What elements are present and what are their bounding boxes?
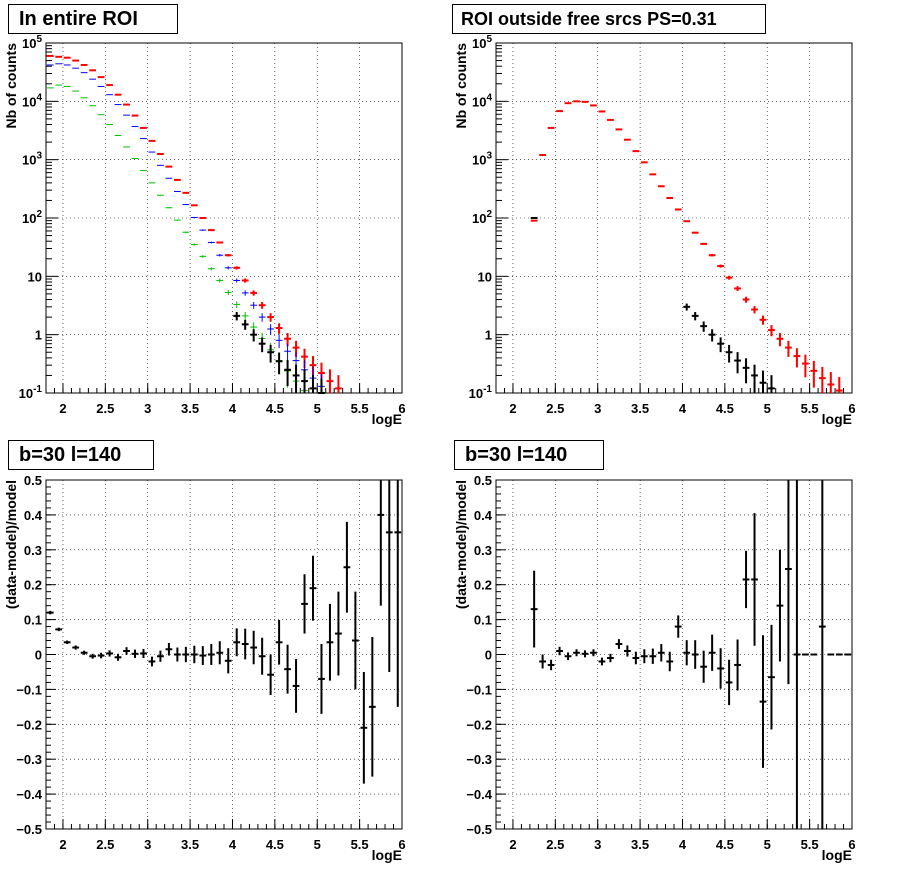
y-tick-label: 1 bbox=[485, 328, 492, 343]
y-tick-label: −0.4 bbox=[466, 787, 492, 802]
x-tick-label: 3 bbox=[144, 401, 151, 416]
chart-title-bottom-right: b=30 l=140 bbox=[454, 440, 604, 470]
x-tick-label: 3.5 bbox=[181, 401, 199, 416]
x-tick-label: 4 bbox=[229, 401, 237, 416]
y-tick-label: 0.4 bbox=[474, 508, 493, 523]
x-tick-label: 4.5 bbox=[716, 837, 734, 852]
y-axis-label: Nb of counts bbox=[453, 43, 469, 129]
x-tick-label: 5 bbox=[314, 401, 321, 416]
y-tick-label: 0.1 bbox=[474, 613, 492, 628]
x-tick-label: 4.5 bbox=[716, 401, 734, 416]
y-tick-label: 0.3 bbox=[24, 543, 42, 558]
x-tick-label: 5.5 bbox=[351, 401, 369, 416]
y-tick-label: −0.5 bbox=[16, 822, 42, 837]
x-tick-label: 2.5 bbox=[546, 401, 564, 416]
chart-title-top-right: ROI outside free srcs PS=0.31 bbox=[452, 4, 766, 34]
y-tick-label: 104 bbox=[472, 92, 492, 109]
x-axis-label: logE bbox=[822, 847, 852, 863]
y-tick-label: −0.4 bbox=[16, 787, 42, 802]
y-tick-label: 0.2 bbox=[474, 578, 492, 593]
y-tick-label: 103 bbox=[22, 151, 42, 168]
y-tick-label: −0.1 bbox=[16, 682, 42, 697]
y-tick-label: 102 bbox=[22, 209, 42, 226]
chart-title-top-left: In entire ROI bbox=[8, 4, 178, 34]
x-tick-label: 3 bbox=[144, 837, 151, 852]
y-axis-label: (data-model)/model bbox=[3, 480, 19, 609]
y-tick-label: 0.5 bbox=[474, 473, 492, 488]
y-tick-label: 0.2 bbox=[24, 578, 42, 593]
y-tick-label: 0.1 bbox=[24, 613, 42, 628]
x-tick-label: 4.5 bbox=[266, 837, 284, 852]
x-axis-label: logE bbox=[372, 411, 402, 427]
y-tick-label: 105 bbox=[22, 34, 42, 51]
x-tick-label: 6 bbox=[398, 401, 405, 416]
y-tick-label: 10 bbox=[478, 269, 492, 284]
y-tick-label: −0.5 bbox=[466, 822, 492, 837]
chart-title-bottom-left: b=30 l=140 bbox=[8, 440, 154, 470]
x-tick-label: 2 bbox=[59, 837, 66, 852]
x-tick-label: 3.5 bbox=[631, 401, 649, 416]
x-axis-label: logE bbox=[822, 411, 852, 427]
y-tick-label: −0.3 bbox=[16, 752, 42, 767]
y-tick-label: 0 bbox=[485, 648, 492, 663]
x-tick-label: 4 bbox=[229, 837, 237, 852]
x-tick-label: 3 bbox=[594, 401, 601, 416]
x-tick-label: 3 bbox=[594, 837, 601, 852]
y-tick-label: 0.5 bbox=[24, 473, 42, 488]
x-tick-label: 6 bbox=[848, 837, 855, 852]
x-axis-label: logE bbox=[372, 847, 402, 863]
x-tick-label: 2.5 bbox=[546, 837, 564, 852]
y-tick-label: −0.1 bbox=[466, 682, 492, 697]
y-tick-label: 10-1 bbox=[19, 384, 43, 401]
x-tick-label: 5.5 bbox=[351, 837, 369, 852]
y-tick-label: 0 bbox=[35, 648, 42, 663]
y-tick-label: 0.3 bbox=[474, 543, 492, 558]
y-tick-label: 102 bbox=[472, 209, 492, 226]
x-tick-label: 5.5 bbox=[801, 401, 819, 416]
y-tick-label: 10-1 bbox=[469, 384, 493, 401]
y-tick-label: 10 bbox=[28, 269, 42, 284]
x-tick-label: 2 bbox=[59, 401, 66, 416]
y-tick-label: 1 bbox=[35, 328, 42, 343]
y-tick-label: −0.2 bbox=[466, 717, 492, 732]
x-tick-label: 5 bbox=[764, 837, 771, 852]
y-tick-label: 104 bbox=[22, 92, 42, 109]
y-tick-label: 0.4 bbox=[24, 508, 43, 523]
x-tick-label: 4 bbox=[679, 401, 687, 416]
y-axis-label: Nb of counts bbox=[3, 43, 19, 129]
y-tick-label: 105 bbox=[472, 34, 492, 51]
x-tick-label: 5.5 bbox=[801, 837, 819, 852]
x-tick-label: 6 bbox=[848, 401, 855, 416]
x-tick-label: 2 bbox=[509, 837, 516, 852]
x-tick-label: 3.5 bbox=[181, 837, 199, 852]
x-tick-label: 5 bbox=[764, 401, 771, 416]
x-tick-label: 2 bbox=[509, 401, 516, 416]
x-tick-label: 2.5 bbox=[96, 401, 114, 416]
y-tick-label: 103 bbox=[472, 151, 492, 168]
x-tick-label: 4.5 bbox=[266, 401, 284, 416]
y-axis-label: (data-model)/model bbox=[453, 480, 469, 609]
y-tick-label: −0.3 bbox=[466, 752, 492, 767]
x-tick-label: 3.5 bbox=[631, 837, 649, 852]
x-tick-label: 6 bbox=[398, 837, 405, 852]
x-tick-label: 5 bbox=[314, 837, 321, 852]
y-tick-label: −0.2 bbox=[16, 717, 42, 732]
x-tick-label: 4 bbox=[679, 837, 687, 852]
x-tick-label: 2.5 bbox=[96, 837, 114, 852]
